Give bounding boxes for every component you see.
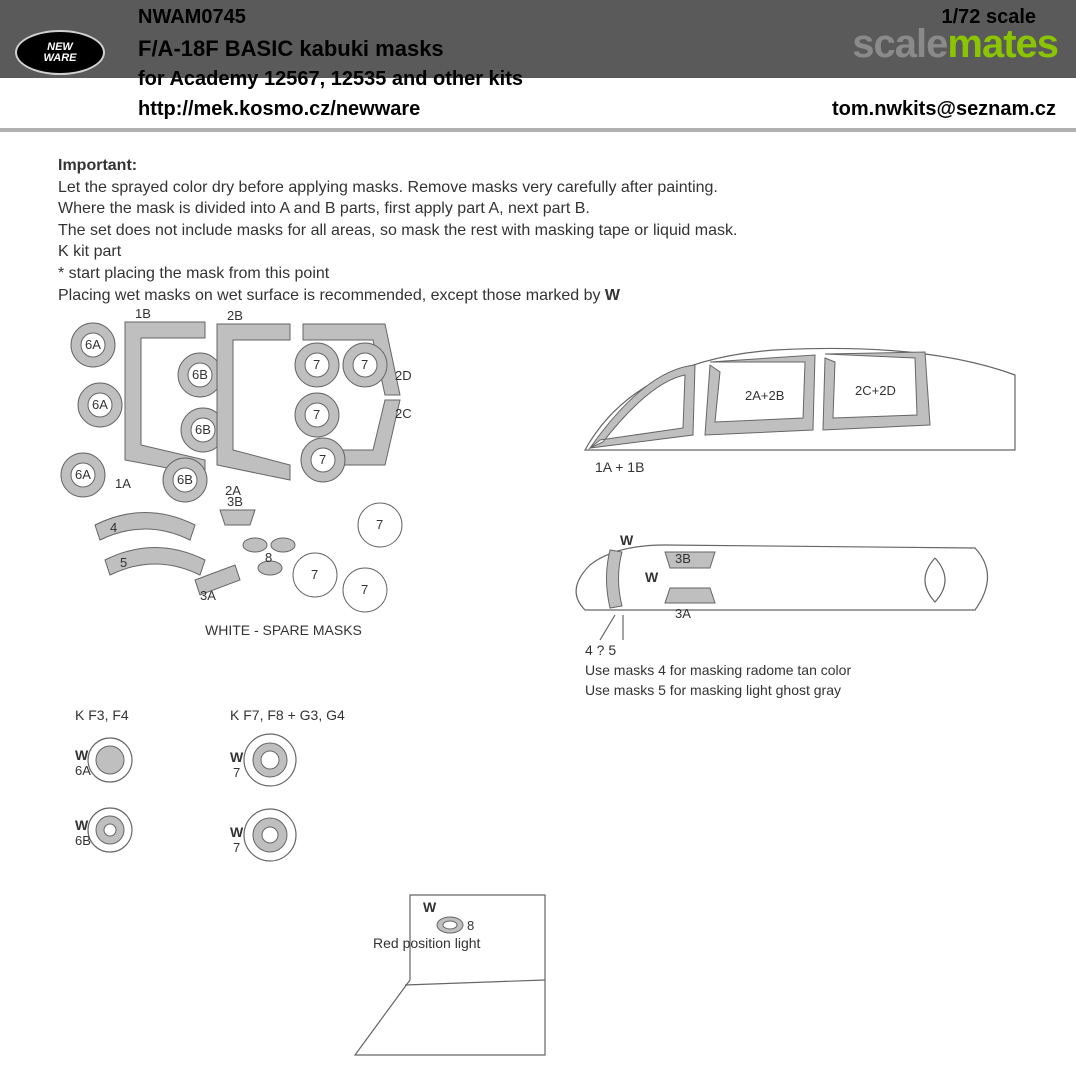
logo-top: NEW (47, 42, 73, 53)
label-nose-use4: Use masks 4 for masking radome tan color (585, 662, 851, 678)
wheel-7b-hub (262, 827, 278, 843)
label-nose-use5: Use masks 5 for masking light ghost gray (585, 682, 841, 698)
label-7-3: 7 (313, 407, 320, 422)
label-w-top: W (620, 532, 634, 548)
product-email: tom.nwkits@seznam.cz (832, 98, 1056, 121)
nose-outline (576, 545, 987, 610)
masks-diagram-svg: 6A 6A 6A 1B 1A 6B 6B 6B 2B 2A 2D 2C 7 7 … (55, 300, 1035, 1060)
canopy-mask-1ab (590, 365, 695, 448)
nose-arc-mask (607, 550, 623, 608)
nose-3a (665, 588, 715, 603)
watermark-left: scale (852, 22, 947, 66)
label-kf34: K F3, F4 (75, 707, 129, 723)
label-w-7b: W (230, 824, 244, 840)
logo-ellipse: NEW WARE (15, 30, 105, 75)
label-6b-1: 6B (192, 367, 208, 382)
label-1a: 1A (115, 476, 131, 491)
header-divider (0, 128, 1076, 132)
label-w-7t: W (230, 749, 244, 765)
label-wheel-6a: 6A (75, 763, 91, 778)
label-8: 8 (265, 550, 272, 565)
label-7-1: 7 (313, 357, 320, 372)
wheel-7t-hub (261, 751, 279, 769)
spare-masks-label: WHITE - SPARE MASKS (205, 622, 362, 638)
label-w-6b: W (75, 817, 89, 833)
logo-bot: WARE (44, 53, 77, 64)
label-canopy-2ab: 2A+2B (745, 388, 784, 403)
label-wheel-7t: 7 (233, 765, 240, 780)
label-7-2: 7 (361, 357, 368, 372)
label-nose-45: 4 ? 5 (585, 642, 616, 658)
nose-back-cut (925, 558, 945, 602)
instructions-block: Important: Let the sprayed color dry bef… (58, 155, 1056, 306)
imp-line2: Where the mask is divided into A and B p… (58, 198, 1056, 220)
important-heading: Important: (58, 155, 1056, 177)
label-tail-8: 8 (467, 918, 474, 933)
label-6a-2: 6A (92, 397, 108, 412)
label-s7-3: 7 (376, 517, 383, 532)
mask-3b (220, 510, 255, 525)
label-6b-2: 6B (195, 422, 211, 437)
label-w-mid: W (645, 569, 659, 585)
label-w-6a: W (75, 747, 89, 763)
sku-code: NWAM0745 (138, 6, 246, 29)
wheel-6a-hub (96, 746, 124, 774)
label-canopy-2cd: 2C+2D (855, 383, 896, 398)
scale-label: 1/72 scale (941, 6, 1036, 29)
mask-8-1 (243, 538, 267, 552)
label-w-tail: W (423, 899, 437, 915)
label-2b: 2B (227, 308, 243, 323)
label-s7-2: 7 (361, 582, 368, 597)
label-canopy-1ab: 1A + 1B (595, 459, 644, 475)
product-title: F/A-18F BASIC kabuki masks (138, 36, 444, 62)
label-6a-1: 6A (85, 337, 101, 352)
label-6a-3: 6A (75, 467, 91, 482)
tailfin-fold (405, 980, 545, 985)
label-4: 4 (110, 520, 117, 535)
diagram-area: 6A 6A 6A 1B 1A 6B 6B 6B 2B 2A 2D 2C 7 7 … (55, 300, 1035, 1060)
label-1b: 1B (135, 306, 151, 321)
label-nose-3b: 3B (675, 551, 691, 566)
tailfin-mask-8i (443, 921, 457, 929)
label-7-4: 7 (319, 452, 326, 467)
label-wheel-7b: 7 (233, 840, 240, 855)
label-kf78: K F7, F8 + G3, G4 (230, 707, 345, 723)
label-redpos: Red position light (373, 935, 481, 951)
label-nose-3a: 3A (675, 606, 691, 621)
nose-leader-1 (600, 615, 615, 640)
label-2d: 2D (395, 368, 412, 383)
label-3a: 3A (200, 588, 216, 603)
product-url: http://mek.kosmo.cz/newware (138, 98, 420, 121)
label-3b: 3B (227, 494, 243, 509)
label-wheel-6b: 6B (75, 833, 91, 848)
mask-1b (125, 322, 205, 475)
label-2c: 2C (395, 406, 412, 421)
important-text: Important: Let the sprayed color dry bef… (58, 155, 1056, 306)
label-5: 5 (120, 555, 127, 570)
imp-line1: Let the sprayed color dry before applyin… (58, 177, 1056, 199)
mask-8-2 (271, 538, 295, 552)
mask-2b (217, 324, 290, 480)
product-subtitle: for Academy 12567, 12535 and other kits (138, 68, 523, 91)
label-s7-1: 7 (311, 567, 318, 582)
imp-line4: K kit part (58, 241, 1056, 263)
label-6b-3: 6B (177, 472, 193, 487)
imp-line3: The set does not include masks for all a… (58, 220, 1056, 242)
wheel-6b-hub (104, 824, 116, 836)
imp-line5: * start placing the mask from this point (58, 263, 1056, 285)
brand-logo: NEW WARE (15, 30, 105, 75)
